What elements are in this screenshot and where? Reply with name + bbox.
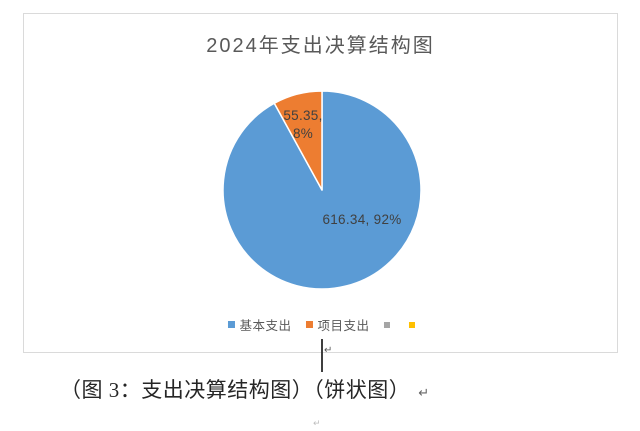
figure-caption[interactable]: （图 3：支出决算结构图）（饼状图） ↵ — [60, 374, 430, 404]
legend-swatch-gray — [383, 321, 390, 328]
page-bottom-artifact: ↵ — [313, 418, 321, 428]
legend-item-basic: 基本支出 — [227, 315, 291, 334]
legend-swatch-orange — [305, 321, 313, 328]
legend-item-series4 — [408, 321, 420, 328]
chart-area[interactable]: 2024年支出决算结构图 55.35, 8% 616.34, 92% 基本支出 … — [23, 13, 618, 353]
pie-chart-container — [222, 90, 422, 290]
pie-chart[interactable] — [222, 90, 422, 290]
legend-item-series3 — [383, 321, 395, 328]
chart-title: 2024年支出决算结构图 — [206, 35, 435, 57]
legend-label-project: 项目支出 — [317, 319, 370, 333]
caption-return-mark-icon: ↵ — [418, 385, 430, 400]
cursor-return-mark-icon: ↵ — [324, 345, 333, 356]
data-label-project: 55.35, 8% — [253, 107, 353, 142]
data-label-basic: 616.34, 92% — [322, 212, 402, 227]
data-label-project-line1: 55.35, — [283, 108, 323, 123]
data-label-project-line2: 8% — [292, 125, 314, 141]
figure-caption-text: （图 3：支出决算结构图）（饼状图） — [60, 378, 411, 402]
legend-label-basic: 基本支出 — [239, 319, 292, 333]
legend-swatch-yellow — [408, 321, 415, 328]
pie-slice-project[interactable] — [273, 90, 323, 191]
text-cursor — [321, 339, 323, 372]
legend-swatch-blue — [227, 321, 235, 328]
chart-legend: 基本支出 项目支出 — [227, 315, 419, 334]
legend-item-project: 项目支出 — [305, 315, 370, 334]
